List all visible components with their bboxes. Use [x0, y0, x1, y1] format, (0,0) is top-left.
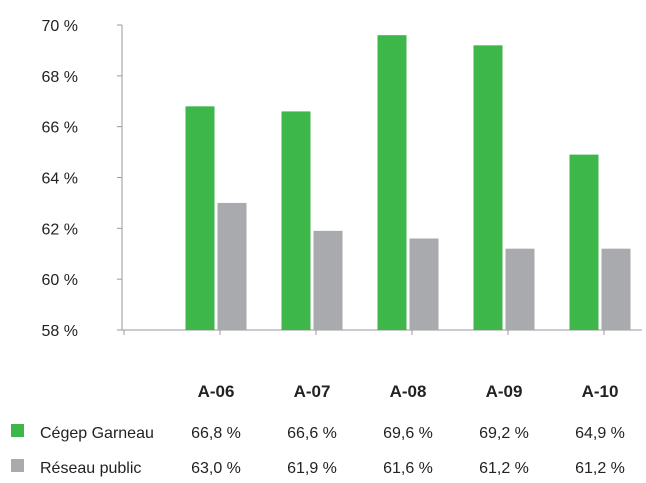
category-label: A-09: [486, 382, 523, 401]
legend-label: Cégep Garneau: [40, 425, 154, 442]
category-label: A-07: [294, 382, 331, 401]
value-cell: 61,2 %: [575, 460, 625, 477]
data-table: A-06 A-07 A-08 A-09 A-10 Cégep Garneau 66,8 % 6…: [11, 382, 625, 477]
value-cell: 69,2 %: [479, 425, 529, 442]
chart-bars: [185, 35, 631, 331]
legend-label: Réseau public: [40, 460, 141, 477]
y-tick-label: 60 %: [42, 272, 78, 289]
value-cell: 61,2 %: [479, 460, 529, 477]
value-cell: 69,6 %: [383, 425, 433, 442]
bar-cegep-garneau-a-09: [473, 45, 503, 330]
bar-cegep-garneau-a-10: [569, 154, 599, 330]
category-label: A-06: [198, 382, 235, 401]
value-cell: 61,6 %: [383, 460, 433, 477]
bar-reseau-public-a-07: [313, 230, 343, 330]
value-cell: 61,9 %: [287, 460, 337, 477]
legend-swatch: [11, 424, 24, 437]
value-cell: 66,6 %: [287, 425, 337, 442]
category-label: A-08: [390, 382, 427, 401]
y-tick-label: 68 %: [42, 69, 78, 86]
y-tick-label: 62 %: [42, 221, 78, 238]
bar-reseau-public-a-09: [505, 248, 535, 330]
legend-swatch: [11, 459, 24, 472]
value-cell: 63,0 %: [191, 460, 241, 477]
bar-cegep-garneau-a-07: [281, 111, 311, 331]
value-cell: 64,9 %: [575, 425, 625, 442]
value-cell: 66,8 %: [191, 425, 241, 442]
bar-reseau-public-a-06: [217, 202, 247, 330]
y-tick-label: 58 %: [42, 323, 78, 340]
bar-reseau-public-a-08: [409, 238, 439, 330]
y-tick-label: 66 %: [42, 120, 78, 137]
bar-cegep-garneau-a-06: [185, 106, 215, 330]
bar-cegep-garneau-a-08: [377, 35, 407, 331]
y-tick-label: 70 %: [42, 18, 78, 35]
bar-reseau-public-a-10: [601, 248, 631, 330]
category-label: A-10: [582, 382, 619, 401]
y-tick-label: 64 %: [42, 171, 78, 188]
